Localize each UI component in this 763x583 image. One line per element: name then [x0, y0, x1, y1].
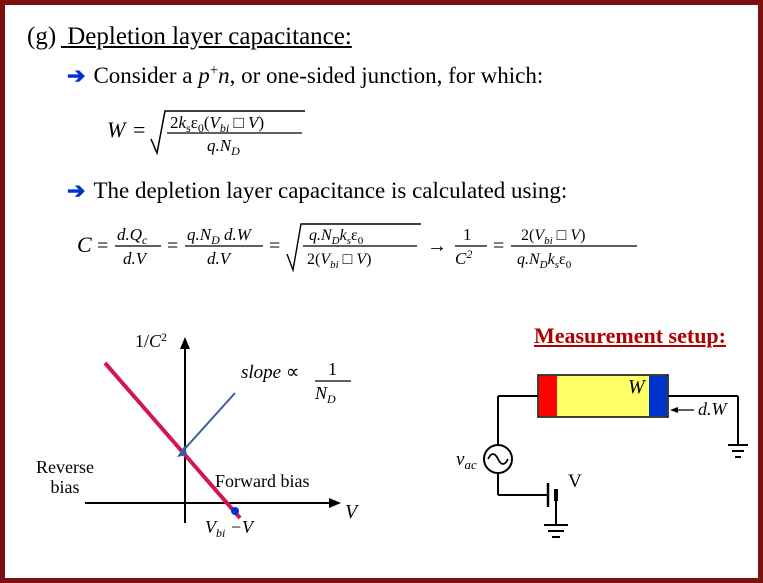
bullet1-post: , or one-sided junction, for which: [230, 63, 544, 88]
svg-text:→: → [427, 235, 447, 257]
heading: (g) Depletion layer capacitance: [27, 23, 736, 51]
bullet1-pre: Consider a [93, 63, 198, 88]
measurement-setup-label: Measurement setup: [534, 323, 726, 349]
svg-text:slope ∝: slope ∝ [241, 362, 299, 383]
svg-text:1: 1 [463, 225, 472, 244]
svg-text:V: V [345, 501, 360, 523]
svg-text:q.ND: q.ND [207, 136, 240, 158]
svg-text:Vbi −V: Vbi −V [205, 517, 255, 540]
svg-text:W: W [107, 117, 127, 142]
svg-text:=: = [269, 235, 280, 257]
svg-text:1: 1 [328, 359, 337, 379]
svg-text:q.ND d.W: q.ND d.W [187, 225, 253, 247]
svg-text:=: = [97, 235, 108, 257]
slide-frame: (g) Depletion layer capacitance: ➔ Consi… [0, 0, 763, 583]
dw-label: d.W [698, 399, 729, 419]
svg-text:q.NDksε0: q.NDksε0 [309, 227, 364, 247]
bullet-arrow-icon: ➔ [67, 178, 85, 204]
equation-1: W = 2ksε0(Vbi □ V) q.ND [107, 99, 736, 168]
v-label: V [568, 471, 582, 492]
rb-l1: Reverse [36, 457, 94, 477]
forward-bias-label: Forward bias [215, 471, 309, 492]
svg-text:=: = [167, 235, 178, 257]
svg-text:d.V: d.V [207, 249, 233, 268]
svg-text:2(Vbi □ V): 2(Vbi □ V) [307, 251, 371, 271]
equation-2: C = d.Qc d.V = q.ND d.W d.V = q.NDksε0 2… [77, 214, 736, 285]
svg-text:d.Qc: d.Qc [117, 225, 148, 247]
svg-text:d.V: d.V [123, 249, 149, 268]
bullet-1: ➔ Consider a p+n, or one-sided junction,… [67, 61, 736, 91]
rb-l2: bias [51, 477, 80, 497]
w-label: W [628, 376, 647, 398]
bullet-2: ➔ The depletion layer capacitance is cal… [67, 176, 736, 206]
vac-label: vac [456, 449, 477, 472]
heading-title: Depletion layer capacitance: [67, 23, 352, 50]
svg-text:=: = [133, 117, 145, 142]
bullet-arrow-icon: ➔ [67, 63, 85, 89]
graph: 1/C2 slope ∝ 1 ND V Vbi −V Reverse bias … [35, 333, 375, 563]
svg-text:2ksε0(Vbi □ V): 2ksε0(Vbi □ V) [170, 113, 264, 135]
svg-text:=: = [493, 235, 504, 257]
heading-label: (g) [27, 23, 61, 51]
svg-text:ND: ND [314, 383, 336, 406]
svg-text:2(Vbi □ V): 2(Vbi □ V) [521, 227, 585, 247]
svg-text:C: C [77, 232, 92, 257]
svg-text:1/C2: 1/C2 [135, 333, 167, 351]
bullet-1-text: Consider a p+n, or one-sided junction, f… [93, 61, 543, 91]
svg-text:q.NDksε0: q.NDksε0 [517, 251, 572, 271]
bullet-2-text: The depletion layer capacitance is calcu… [93, 176, 567, 206]
svg-text:C2: C2 [455, 247, 472, 268]
circuit-diagram: W d.W vac V [438, 365, 748, 565]
reverse-bias-label: Reverse bias [35, 458, 95, 498]
